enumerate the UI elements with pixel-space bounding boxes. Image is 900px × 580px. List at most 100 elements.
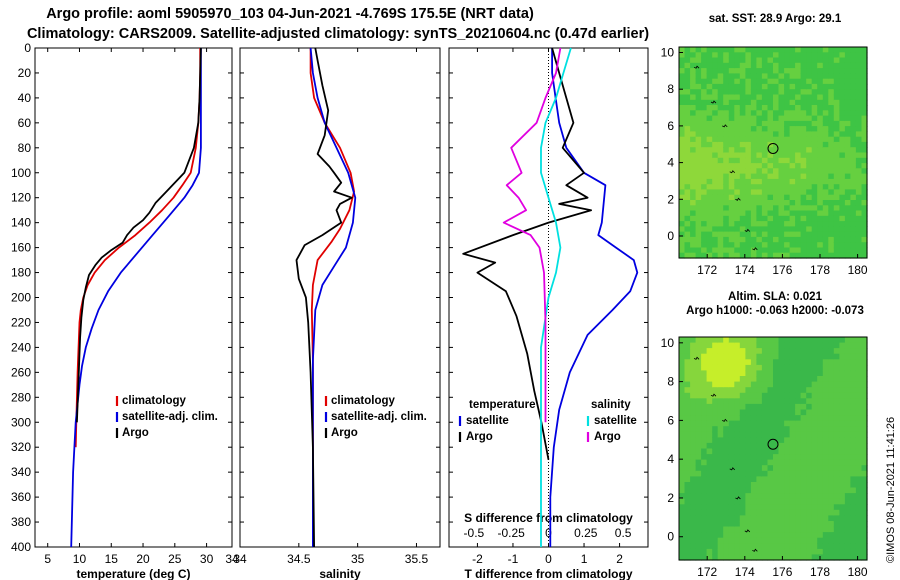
map-cell [717,226,724,233]
map-cell [811,381,818,388]
map-cell [690,57,697,64]
map-cell [723,210,730,217]
map-cell [701,504,708,511]
map-cell [844,454,851,461]
map-cell [734,403,741,411]
map-cell [745,381,752,388]
map-cell [679,136,686,143]
map-cell [695,537,702,544]
map-cell [739,205,746,212]
map-cell [855,376,862,383]
map-cell [745,120,752,127]
map-cell [850,420,857,427]
map-cell [756,94,763,101]
map-cell [822,52,829,59]
map-cell [839,515,846,522]
map-cell [750,398,757,405]
map-cell [778,454,785,461]
map-cell [695,115,702,122]
map-cell [712,110,719,117]
map-cell [701,94,708,101]
map-cell [745,509,752,516]
map-cell [684,498,691,505]
map-cell [839,431,846,438]
map-cell [795,431,802,438]
map-cell [745,482,752,489]
map-cell [712,482,719,489]
map-cell [761,120,768,127]
map-cell [706,487,713,494]
map-cell [806,200,813,206]
map-cell [717,415,724,422]
map-cell [822,57,829,64]
map-cell [706,194,713,201]
map-cell [773,83,780,90]
map-cell [706,136,713,143]
map-cell [745,110,752,117]
map-cell [844,465,851,472]
map-cell [695,370,702,377]
map-cell [712,415,719,422]
map-cell [800,426,807,433]
map-cell [745,487,752,494]
map-cell [800,152,807,159]
map-cell [723,381,730,388]
map-cell [806,487,813,494]
map-cell [811,157,818,164]
map-cell [817,126,824,132]
map-cell [795,141,802,148]
map-cell [844,57,851,64]
map-cell [767,337,774,344]
map-cell [806,426,813,433]
map-cell [690,521,697,528]
map-cell [789,337,796,344]
map-cell [795,353,802,360]
map-cell [767,537,774,544]
map-cell [734,409,741,416]
map-cell [800,376,807,383]
map-cell [761,242,768,249]
x-tick-label: 34 [233,552,247,566]
map-cell [778,521,785,528]
map-cell [855,509,862,516]
map-cell [806,465,813,472]
map-cell [806,532,813,539]
x-tick-label: 15 [105,552,119,566]
map-cell [750,173,757,180]
map-cell [712,342,719,349]
map-cell [811,543,818,550]
map-cell [822,242,829,249]
map-cell [778,370,785,377]
map-cell [761,543,768,550]
map-cell [701,221,708,227]
legend-title-salinity: salinity [591,399,631,411]
map-cell [728,163,735,169]
map-cell [811,515,818,522]
map-cell [679,78,686,85]
map-cell [861,431,868,438]
map-cell [817,532,824,539]
map-cell [690,184,697,191]
map-cell [773,509,780,516]
map-cell [734,173,741,180]
map-cell [850,136,857,143]
x-tick-label: 35 [351,552,365,566]
map-cell [695,504,702,511]
map-y-tick-label: 6 [667,413,674,427]
map-cell [811,526,818,533]
map-cell [745,348,752,355]
map-cell [690,526,697,533]
map-cell [712,554,719,561]
map-sst-field [679,47,868,259]
map-cell [789,364,796,372]
map-cell [833,398,840,405]
map-cell [844,110,851,117]
map-cell [839,482,846,489]
map-cell [701,178,708,185]
map-cell [778,189,785,196]
map-cell [701,398,708,405]
map-cell [756,131,763,138]
map-cell [778,459,785,466]
map-y-tick-label: 8 [667,375,674,389]
map-cell [806,431,813,438]
